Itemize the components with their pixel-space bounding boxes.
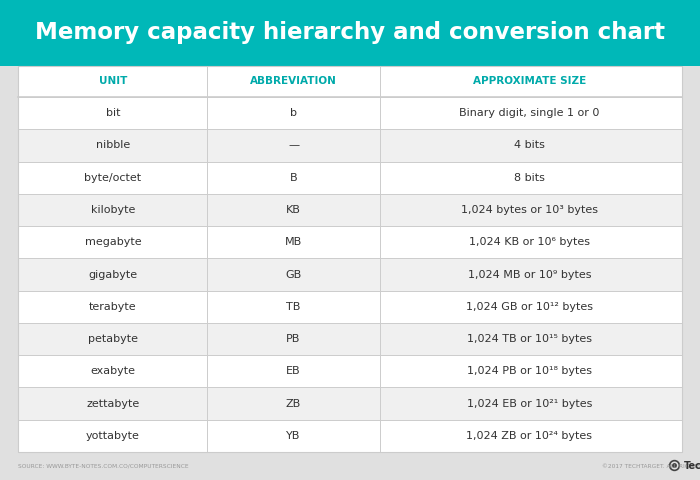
Bar bbox=[18, 66, 682, 452]
Text: ABBREVIATION: ABBREVIATION bbox=[250, 76, 337, 86]
Text: zettabyte: zettabyte bbox=[86, 398, 139, 408]
Text: APPROXIMATE SIZE: APPROXIMATE SIZE bbox=[473, 76, 586, 86]
Text: 8 bits: 8 bits bbox=[514, 173, 545, 183]
Text: TB: TB bbox=[286, 302, 301, 312]
Text: 1,024 EB or 10²¹ bytes: 1,024 EB or 10²¹ bytes bbox=[467, 398, 592, 408]
Text: byte/octet: byte/octet bbox=[85, 173, 141, 183]
Text: gigabyte: gigabyte bbox=[88, 269, 137, 279]
Text: —: — bbox=[288, 141, 299, 150]
Bar bbox=[18, 66, 682, 452]
Text: 1,024 MB or 10⁹ bytes: 1,024 MB or 10⁹ bytes bbox=[468, 269, 591, 279]
Text: bit: bit bbox=[106, 108, 120, 118]
Bar bbox=[18, 97, 682, 129]
Text: 1,024 ZB or 10²⁴ bytes: 1,024 ZB or 10²⁴ bytes bbox=[466, 431, 592, 441]
Text: KB: KB bbox=[286, 205, 301, 215]
Text: ZB: ZB bbox=[286, 398, 301, 408]
Text: SOURCE: WWW.BYTE-NOTES.COM.CO/COMPUTERSCIENCE: SOURCE: WWW.BYTE-NOTES.COM.CO/COMPUTERSC… bbox=[18, 464, 188, 468]
Text: 1,024 PB or 10¹⁸ bytes: 1,024 PB or 10¹⁸ bytes bbox=[467, 366, 592, 376]
Text: yottabyte: yottabyte bbox=[86, 431, 140, 441]
Text: nibble: nibble bbox=[96, 141, 130, 150]
Text: 1,024 GB or 10¹² bytes: 1,024 GB or 10¹² bytes bbox=[466, 302, 593, 312]
Bar bbox=[18, 355, 682, 387]
Text: PB: PB bbox=[286, 334, 301, 344]
Text: 1,024 KB or 10⁶ bytes: 1,024 KB or 10⁶ bytes bbox=[469, 237, 590, 247]
Text: B: B bbox=[290, 173, 298, 183]
Bar bbox=[18, 129, 682, 162]
Text: b: b bbox=[290, 108, 297, 118]
Bar bbox=[18, 387, 682, 420]
Bar bbox=[18, 194, 682, 226]
Text: petabyte: petabyte bbox=[88, 334, 138, 344]
Text: TechTarget: TechTarget bbox=[684, 461, 700, 471]
Bar bbox=[18, 258, 682, 290]
Bar bbox=[18, 323, 682, 355]
Text: exabyte: exabyte bbox=[90, 366, 136, 376]
Text: 1,024 bytes or 10³ bytes: 1,024 bytes or 10³ bytes bbox=[461, 205, 598, 215]
Text: UNIT: UNIT bbox=[99, 76, 127, 86]
Bar bbox=[18, 226, 682, 258]
Text: ©2017 TECHTARGET. ALL RIGHTS RESERVED.: ©2017 TECHTARGET. ALL RIGHTS RESERVED. bbox=[602, 464, 700, 468]
Text: megabyte: megabyte bbox=[85, 237, 141, 247]
Text: 4 bits: 4 bits bbox=[514, 141, 545, 150]
Bar bbox=[18, 420, 682, 452]
Text: YB: YB bbox=[286, 431, 301, 441]
Text: 1,024 TB or 10¹⁵ bytes: 1,024 TB or 10¹⁵ bytes bbox=[467, 334, 592, 344]
Bar bbox=[18, 290, 682, 323]
Bar bbox=[18, 162, 682, 194]
Text: terabyte: terabyte bbox=[89, 302, 136, 312]
Bar bbox=[0, 0, 700, 66]
Text: EB: EB bbox=[286, 366, 301, 376]
Text: MB: MB bbox=[285, 237, 302, 247]
Text: kilobyte: kilobyte bbox=[91, 205, 135, 215]
Text: Binary digit, single 1 or 0: Binary digit, single 1 or 0 bbox=[459, 108, 599, 118]
Bar bbox=[18, 66, 682, 97]
Text: Memory capacity hierarchy and conversion chart: Memory capacity hierarchy and conversion… bbox=[35, 22, 665, 45]
Text: GB: GB bbox=[286, 269, 302, 279]
